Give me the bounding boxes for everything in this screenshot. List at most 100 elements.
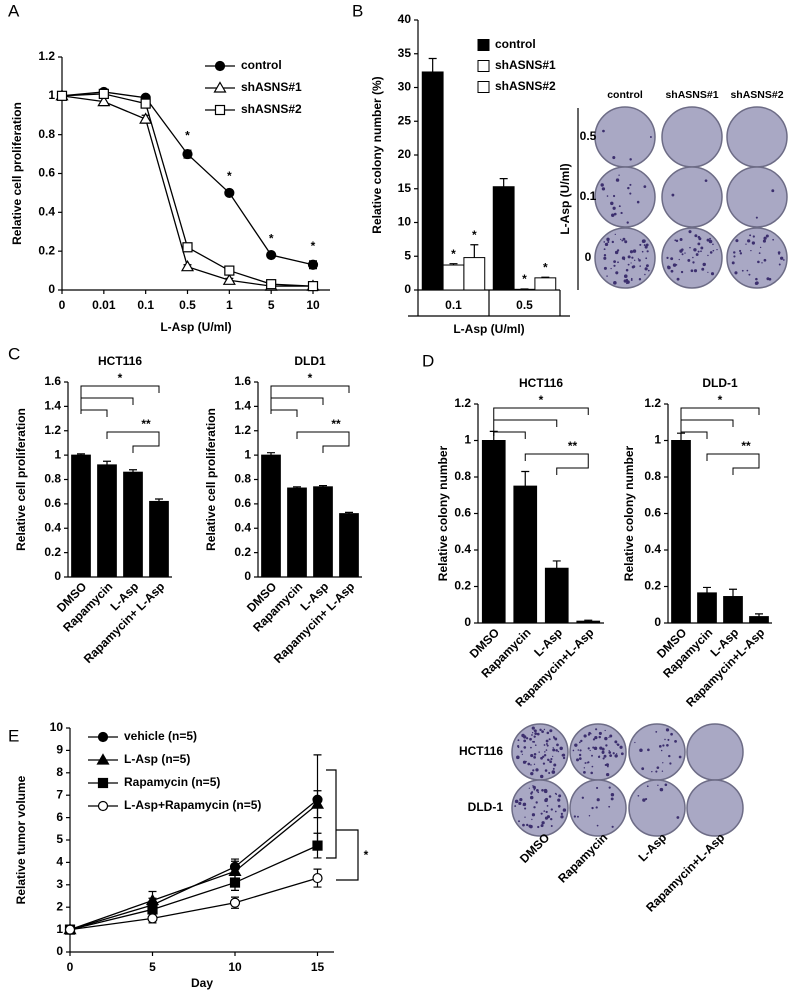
x-tick-label: 15: [311, 960, 325, 974]
colony-speck: [624, 240, 628, 244]
colony-speck: [688, 230, 692, 234]
colony-speck: [583, 770, 586, 774]
colony-speck: [543, 810, 546, 812]
y-tick-label: 8: [56, 765, 63, 779]
colony-speck: [613, 260, 617, 264]
colony-speck: [693, 248, 697, 252]
marker: [147, 904, 158, 915]
marker: [312, 840, 323, 851]
colony-speck: [639, 748, 643, 753]
colony-speck: [611, 213, 615, 217]
panel-label: A: [8, 1, 20, 20]
colony-speck: [739, 252, 743, 255]
colony-speck: [772, 238, 775, 241]
significance-bracket: [270, 385, 350, 417]
colony-speck: [707, 254, 709, 257]
colony-speck: [709, 251, 713, 254]
colony-speck: [532, 785, 536, 789]
colony-speck: [601, 187, 606, 191]
y-axis-label: Relative colony number: [436, 445, 450, 581]
marker: [97, 731, 109, 743]
y-tick-label: 1.2: [234, 423, 251, 437]
colony-speck: [778, 252, 781, 255]
colony-speck: [634, 741, 636, 744]
colony-speck: [690, 269, 694, 273]
colony-speck: [598, 731, 602, 735]
y-tick-label: 0.2: [644, 579, 661, 593]
colony-speck: [608, 750, 610, 752]
marker: [180, 260, 195, 272]
x-axis-label: L-Asp (U/ml): [453, 322, 524, 336]
x-tick-label: 0: [67, 960, 74, 974]
x-tick-label: 1: [226, 298, 233, 312]
colony-speck: [559, 746, 563, 751]
colony-speck: [606, 237, 610, 242]
significance-bracket: [106, 431, 160, 453]
y-tick-label: 0.4: [38, 205, 55, 219]
colony-speck: [543, 744, 546, 746]
plate-row-label: HCT116: [459, 744, 503, 758]
colony-speck: [664, 738, 666, 741]
colony-speck: [752, 235, 755, 238]
significance-bracket: [524, 453, 589, 475]
colony-speck: [649, 136, 652, 138]
colony-speck: [646, 250, 649, 253]
y-tick-label: 10: [50, 720, 64, 734]
colony-speck: [608, 786, 611, 789]
colony-speck: [546, 731, 550, 735]
colony-speck: [552, 748, 556, 752]
y-tick-label: 0.8: [38, 127, 55, 141]
colony-speck: [750, 249, 752, 252]
y-axis-label: Relative colony number: [622, 445, 636, 581]
colony-speck: [629, 250, 634, 254]
colony-speck: [692, 261, 695, 264]
legend-label: L-Asp (n=5): [124, 752, 190, 766]
colony-speck: [630, 279, 633, 281]
colony-speck: [590, 771, 593, 775]
colony-speck: [618, 174, 620, 176]
colony-speck: [641, 239, 646, 243]
colony-speck: [745, 243, 747, 245]
y-tick-label: 0: [54, 569, 61, 583]
y-tick-label: 10: [398, 215, 412, 229]
colony-speck: [765, 234, 769, 238]
colony-speck: [674, 739, 677, 743]
y-tick-label: 0.4: [644, 542, 661, 556]
colony-speck: [621, 239, 624, 242]
colony-speck: [529, 737, 532, 741]
y-tick-label: 0.8: [234, 472, 251, 486]
x-tick-label: 0.1: [137, 298, 154, 312]
colony-speck: [639, 243, 642, 246]
marker: [64, 924, 76, 935]
y-tick-label: 0: [56, 944, 63, 958]
bar: [513, 485, 538, 624]
y-tick-label: 1: [54, 447, 61, 461]
colony-speck: [537, 791, 540, 794]
colony-speck: [596, 824, 599, 827]
x-tick-label: 0.5: [179, 298, 196, 312]
panel-label: B: [352, 1, 363, 20]
colony-speck: [638, 278, 642, 281]
colony-speck: [763, 258, 767, 262]
x-tick-label: 0.5: [516, 298, 533, 312]
colony-speck: [526, 823, 529, 827]
bar: [421, 71, 444, 291]
colony-speck: [597, 755, 601, 758]
colony-speck: [555, 793, 558, 795]
colony-speck: [557, 750, 560, 753]
colony-speck: [680, 270, 684, 274]
colony-speck: [662, 744, 665, 747]
legend-label: shASNS#2: [495, 79, 556, 93]
colony-speck: [605, 763, 609, 767]
colony-speck: [530, 753, 534, 758]
colony-speck: [546, 815, 550, 819]
colony-speck: [641, 767, 645, 771]
colony-speck: [578, 753, 582, 757]
plate: [594, 166, 656, 228]
colony-speck: [614, 740, 618, 744]
colony-speck: [545, 810, 548, 814]
colony-speck: [608, 805, 611, 808]
plate-column-label: shASNS#2: [730, 89, 783, 101]
colony-speck: [514, 799, 519, 804]
colony-speck: [641, 250, 644, 253]
